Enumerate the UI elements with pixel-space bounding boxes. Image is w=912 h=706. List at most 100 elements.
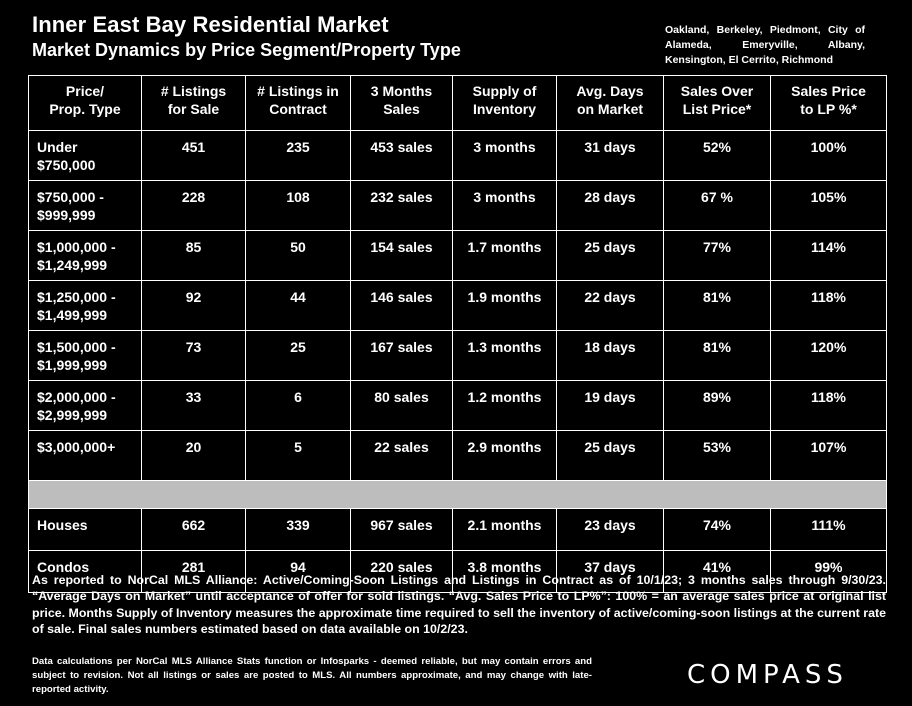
table-row: $1,500,000 - $1,999,999 73 25 167 sales 1.3 m… [28, 330, 887, 381]
row-label-line: $3,000,000+ [37, 439, 116, 455]
table-body: Under $750,000 451 235 453 sales 3 months 31 d… [28, 130, 887, 593]
table-row: Houses 662 339 967 sales 2.1 months 23 days 74… [28, 508, 887, 551]
table-cell: 77% [663, 230, 771, 281]
column-header: # Listings in Contract [245, 75, 351, 131]
table-cell: 80 sales [350, 380, 453, 431]
table-cell: 20 [141, 430, 246, 481]
table-cell: 154 sales [350, 230, 453, 281]
row-label-line: $1,499,999 [37, 307, 108, 323]
section-divider [28, 480, 887, 509]
table-cell: 25 [245, 330, 351, 381]
table-cell: 18 days [556, 330, 664, 381]
table-cell: 33 [141, 380, 246, 431]
row-label: $3,000,000+ [28, 430, 142, 481]
table-cell: 108 [245, 180, 351, 231]
table-cell: 2.1 months [452, 508, 557, 551]
column-header-line: List Price* [682, 101, 752, 117]
table-cell: 662 [141, 508, 246, 551]
table-row: $1,000,000 - $1,249,999 85 50 154 sales 1.7 m… [28, 230, 887, 281]
table-cell: 6 [245, 380, 351, 431]
table-row: $2,000,000 - $2,999,999 33 6 80 sales 1.2 mon… [28, 380, 887, 431]
table-cell: 3 months [452, 130, 557, 181]
column-header-line: # Listings in [257, 83, 339, 99]
column-header-line: Prop. Type [49, 101, 121, 117]
table-cell: 19 days [556, 380, 664, 431]
column-header-line: Inventory [472, 101, 536, 117]
column-header-line: on Market [576, 101, 644, 117]
table-row: Condos 281 94 220 sales 3.8 months 37 days 41%… [28, 550, 887, 593]
table-cell: 53% [663, 430, 771, 481]
compass-logo: COMPASS [687, 660, 848, 690]
row-label: Under $750,000 [28, 130, 142, 181]
table-cell: 23 days [556, 508, 664, 551]
table-cell: 118% [770, 380, 887, 431]
table-cell: 1.2 months [452, 380, 557, 431]
table-cell: 107% [770, 430, 887, 481]
row-label-line: $750,000 - [37, 189, 104, 205]
table-cell: 31 days [556, 130, 664, 181]
table-cell: 52% [663, 130, 771, 181]
table-cell: 100% [770, 130, 887, 181]
table-cell: 1.7 months [452, 230, 557, 281]
table-cell: 92 [141, 280, 246, 331]
row-label-line: $1,250,000 - [37, 289, 116, 305]
column-header-line: 3 Months [370, 83, 433, 99]
table-cell: 167 sales [350, 330, 453, 381]
table-cell: 220 sales [350, 550, 453, 593]
row-label-line: Condos [37, 559, 90, 575]
table-cell: 232 sales [350, 180, 453, 231]
table-cell: 41% [663, 550, 771, 593]
table-row: $750,000 - $999,999 228 108 232 sales 3 month… [28, 180, 887, 231]
table-cell: 120% [770, 330, 887, 381]
row-label: $1,500,000 - $1,999,999 [28, 330, 142, 381]
table-cell: 235 [245, 130, 351, 181]
page-subtitle: Market Dynamics by Price Segment/Propert… [32, 40, 461, 60]
column-header: Sales Over List Price* [663, 75, 771, 131]
row-label: Condos [28, 550, 142, 593]
table-cell: 81% [663, 330, 771, 381]
row-label-line: Houses [37, 517, 88, 533]
table-cell: 22 sales [350, 430, 453, 481]
column-header: Sales Price to LP %* [770, 75, 887, 131]
column-header-line: Supply of [472, 83, 537, 99]
methodology-notes: As reported to NorCal MLS Alliance: Acti… [32, 573, 886, 637]
table-cell: 2.9 months [452, 430, 557, 481]
column-header-line: Contract [269, 101, 327, 117]
table-cell: 81% [663, 280, 771, 331]
table-cell: 25 days [556, 230, 664, 281]
column-header-line: # Listings [160, 83, 227, 99]
column-header-line: Price/ [65, 83, 105, 99]
table-cell: 114% [770, 230, 887, 281]
table-cell: 50 [245, 230, 351, 281]
row-label: $2,000,000 - $2,999,999 [28, 380, 142, 431]
table-cell: 73 [141, 330, 246, 381]
disclaimer: Data calculations per NorCal MLS Allianc… [32, 656, 592, 695]
table-cell: 281 [141, 550, 246, 593]
row-label: $750,000 - $999,999 [28, 180, 142, 231]
row-label-line: Under [37, 139, 78, 155]
table-row: $1,250,000 - $1,499,999 92 44 146 sales 1.9 m… [28, 280, 887, 331]
column-header: Price/Prop. Type [28, 75, 142, 131]
table-cell: 5 [245, 430, 351, 481]
area-list: Oakland, Berkeley, Piedmont, City of Ala… [665, 24, 865, 66]
row-label-line: $1,999,999 [37, 357, 108, 373]
row-label-line: $2,999,999 [37, 407, 108, 423]
column-header-line: Sales Price [791, 83, 866, 99]
column-header-line: for Sale [167, 101, 220, 117]
table-cell: 74% [663, 508, 771, 551]
row-label: $1,250,000 - $1,499,999 [28, 280, 142, 331]
table-cell: 67 % [663, 180, 771, 231]
table-row: $3,000,000+ 20 5 22 sales 2.9 months 25 days 5… [28, 430, 887, 481]
row-label-line: $1,000,000 - [37, 239, 116, 255]
table-cell: 228 [141, 180, 246, 231]
row-label-line: $1,500,000 - [37, 339, 116, 355]
table-cell: 967 sales [350, 508, 453, 551]
table-cell: 3 months [452, 180, 557, 231]
column-header: # Listings for Sale [141, 75, 246, 131]
market-table: Price/Prop. Type # Listings for Sale # List… [28, 75, 887, 593]
column-header-line: Sales Over [680, 83, 754, 99]
row-label: $1,000,000 - $1,249,999 [28, 230, 142, 281]
column-header: Avg. Days on Market [556, 75, 664, 131]
table-cell: 1.9 months [452, 280, 557, 331]
column-header: Supply of Inventory [452, 75, 557, 131]
